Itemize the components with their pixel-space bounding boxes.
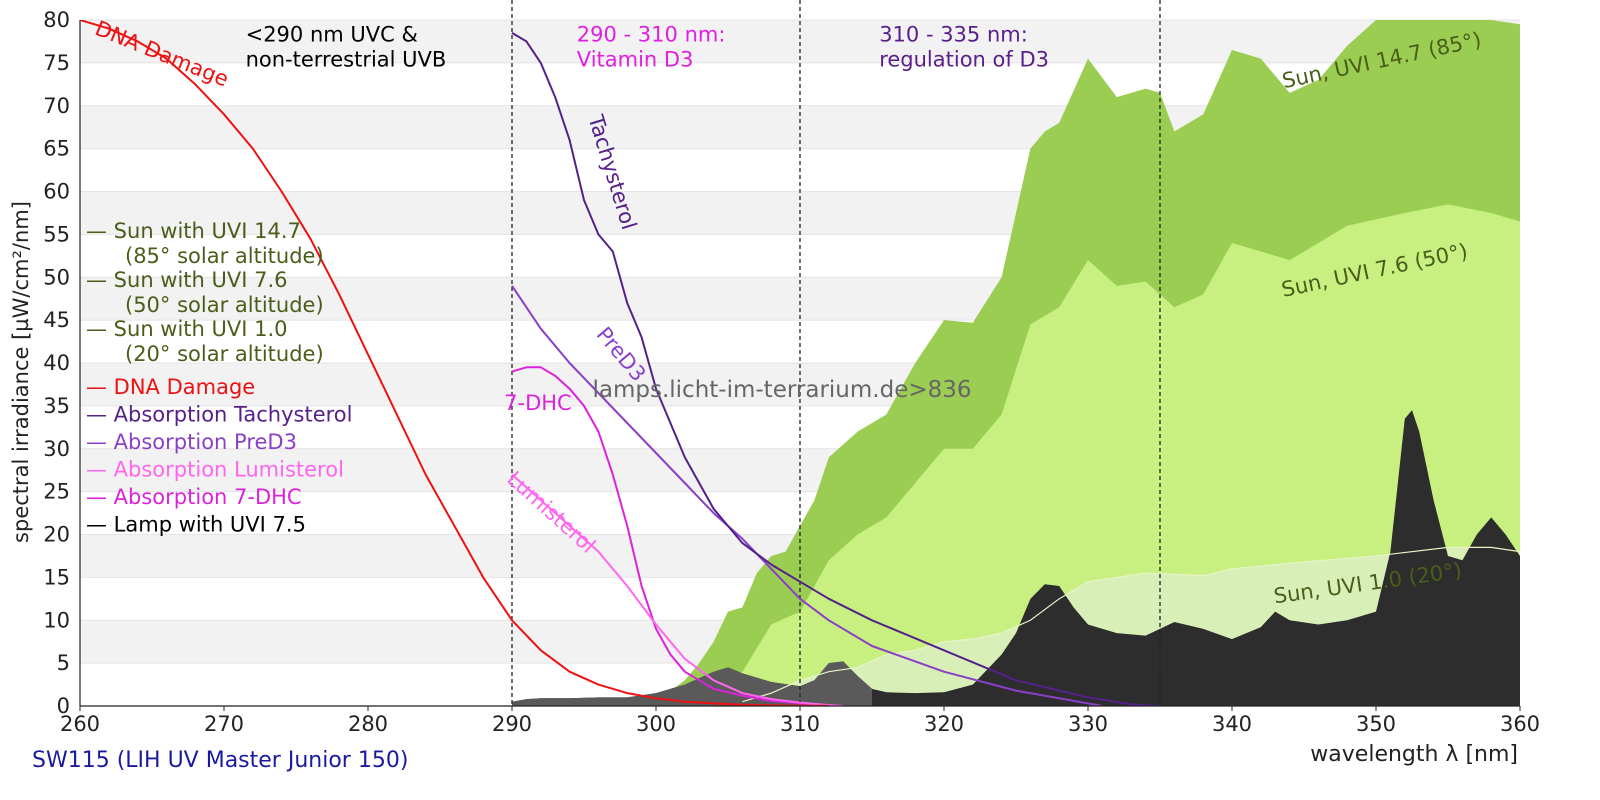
x-tick-label: 280 xyxy=(348,712,388,736)
x-tick-label: 310 xyxy=(780,712,820,736)
area-lamp-with-uvi-7-5-shaded xyxy=(512,661,872,706)
y-tick-label: 60 xyxy=(43,180,70,204)
y-tick-label: 70 xyxy=(43,94,70,118)
sun-1-0-outline xyxy=(742,546,1520,703)
legend-entry-absorption-tachysterol: — Absorption Tachysterol xyxy=(86,403,352,427)
region-label-2: regulation of D3 xyxy=(879,47,1049,71)
x-tick-label: 320 xyxy=(924,712,964,736)
tick-labels: 260 270 280 290 300 310 320 330 340 350 360 0 5 10 15 2… xyxy=(43,8,1540,736)
legend-entry-sun-with-uvi-1-0: — Sun with UVI 1.0 xyxy=(86,317,288,341)
y-tick-label: 55 xyxy=(43,222,70,246)
watermark: lamps.licht-im-terrarium.de>836 xyxy=(592,377,971,403)
y-tick-label: 30 xyxy=(43,437,70,461)
y-tick-label: 25 xyxy=(43,480,70,504)
y-tick-label: 40 xyxy=(43,351,70,375)
line-absorption-tachysterol xyxy=(511,32,1161,706)
line-absorption-pred3 xyxy=(511,285,1103,706)
line-series xyxy=(80,20,1161,706)
x-tick-label: 300 xyxy=(636,712,676,736)
region-label-1: 290 - 310 nm: xyxy=(577,22,726,46)
x-tick-label: 340 xyxy=(1212,712,1252,736)
y-tick-label: 0 xyxy=(57,694,70,718)
legend-entry-absorption-lumisterol: — Absorption Lumisterol xyxy=(86,458,344,482)
y-tick-label: 80 xyxy=(43,8,70,32)
legend-entry-absorption-pred3: — Absorption PreD3 xyxy=(86,430,297,454)
line-absorption-7-dhc xyxy=(511,366,844,706)
x-tick-label: 290 xyxy=(492,712,532,736)
legend-entry-absorption-7-dhc: — Absorption 7-DHC xyxy=(86,485,302,509)
x-tick-label: 330 xyxy=(1068,712,1108,736)
x-tick-label: 260 xyxy=(60,712,100,736)
y-tick-label: 45 xyxy=(43,308,70,332)
region-labels: <290 nm UVC &non-terrestrial UVB 290 - 31… xyxy=(246,22,1049,71)
y-axis-label: spectral irradiance [µW/cm²/nm] xyxy=(9,201,33,543)
region-label-2: 310 - 335 nm: xyxy=(879,22,1028,46)
chart-title: SW115 (LIH UV Master Junior 150) xyxy=(32,748,408,773)
legend: — Sun with UVI 14.7(85° solar altitude)—… xyxy=(86,219,352,537)
legend-entry-lamp-with-uvi-7-5: — Lamp with UVI 7.5 xyxy=(86,513,306,537)
y-tick-label: 5 xyxy=(57,651,70,675)
legend-entry-dna-damage: — DNA Damage xyxy=(86,375,255,399)
y-tick-label: 75 xyxy=(43,51,70,75)
annotation-7-dhc: 7-DHC xyxy=(504,391,572,415)
region-label-0: non-terrestrial UVB xyxy=(246,47,447,71)
region-lines xyxy=(511,0,1161,706)
legend-entry-sun-with-uvi-14-7: — Sun with UVI 14.7 xyxy=(86,219,301,243)
y-tick-label: 35 xyxy=(43,394,70,418)
y-tick-label: 65 xyxy=(43,137,70,161)
y-tick-label: 10 xyxy=(43,608,70,632)
x-tick-label: 350 xyxy=(1356,712,1396,736)
area-series xyxy=(512,20,1520,706)
area-lamp-with-uvi-7-5 xyxy=(512,410,1520,706)
x-axis-label: wavelength λ [nm] xyxy=(1310,742,1518,767)
region-label-0: <290 nm UVC & xyxy=(246,22,418,46)
y-tick-label: 50 xyxy=(43,265,70,289)
legend-sub-1: (50° solar altitude) xyxy=(125,293,324,317)
y-tick-label: 20 xyxy=(43,523,70,547)
legend-sub-2: (20° solar altitude) xyxy=(125,342,324,366)
line-dna-damage xyxy=(80,20,829,706)
legend-sub-0: (85° solar altitude) xyxy=(125,244,324,268)
legend-entry-sun-with-uvi-7-6: — Sun with UVI 7.6 xyxy=(86,268,288,292)
region-label-1: Vitamin D3 xyxy=(577,47,694,71)
line-absorption-lumisterol xyxy=(511,473,844,706)
y-tick-label: 15 xyxy=(43,565,70,589)
band xyxy=(80,20,1520,63)
x-tick-label: 270 xyxy=(204,712,244,736)
x-tick-label: 360 xyxy=(1500,712,1540,736)
